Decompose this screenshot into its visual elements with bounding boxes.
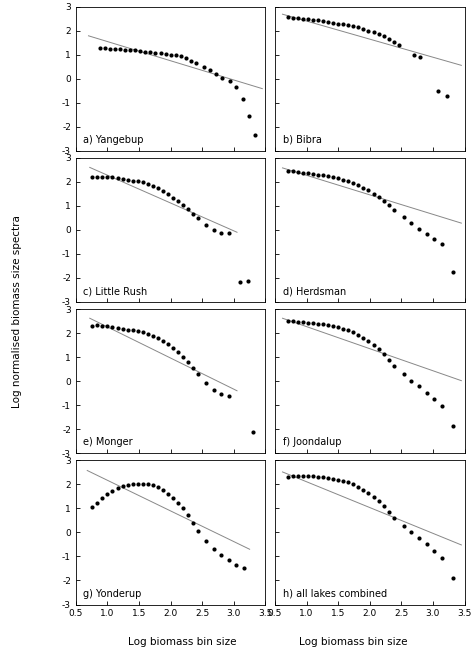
- Text: f) Joondalup: f) Joondalup: [283, 437, 341, 447]
- Text: a) Yangebup: a) Yangebup: [83, 135, 144, 145]
- Text: d) Herdsman: d) Herdsman: [283, 286, 346, 296]
- Text: e) Monger: e) Monger: [83, 437, 133, 447]
- Text: b) Bibra: b) Bibra: [283, 135, 321, 145]
- Text: Log normalised biomass size spectra: Log normalised biomass size spectra: [11, 216, 22, 408]
- Text: Log biomass bin size: Log biomass bin size: [299, 637, 407, 647]
- Text: c) Little Rush: c) Little Rush: [83, 286, 148, 296]
- Text: h) all lakes combined: h) all lakes combined: [283, 589, 387, 599]
- Text: g) Yonderup: g) Yonderup: [83, 589, 142, 599]
- Text: Log biomass bin size: Log biomass bin size: [128, 637, 237, 647]
